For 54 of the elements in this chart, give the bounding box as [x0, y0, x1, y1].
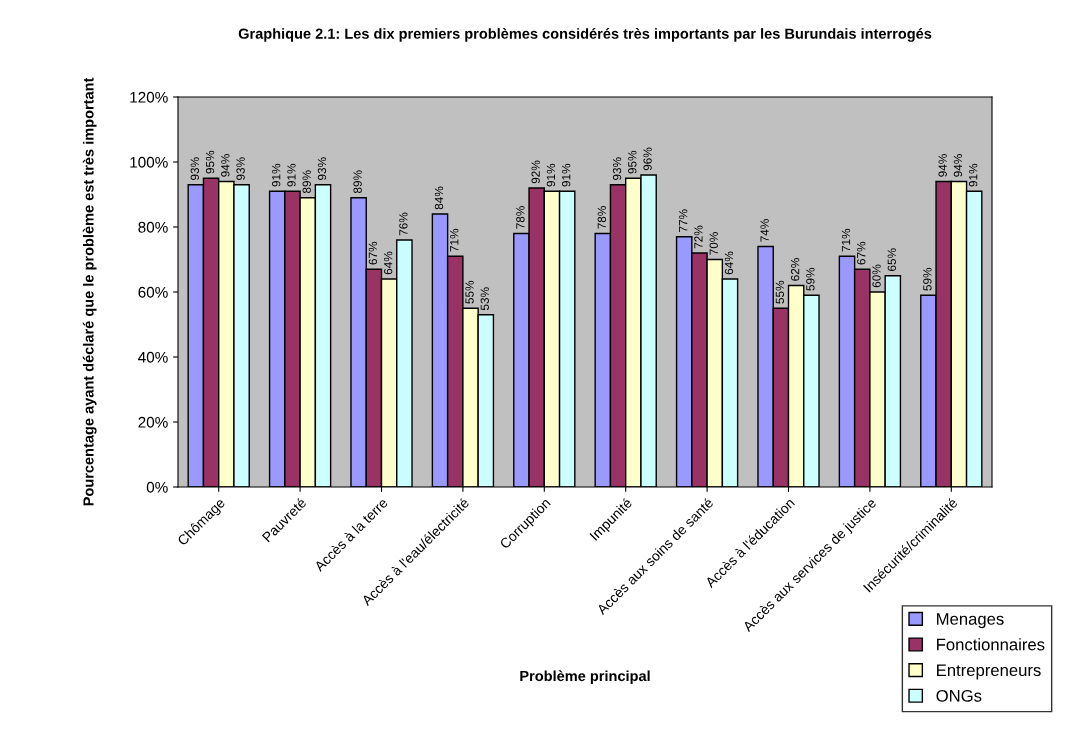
data-label: 78% — [516, 206, 525, 229]
data-label: 70% — [709, 232, 718, 255]
data-label: 93% — [236, 157, 245, 181]
data-label: 59% — [923, 267, 932, 291]
data-label: 93% — [190, 157, 199, 181]
data-label: 53% — [480, 287, 489, 311]
data-label: 84% — [434, 186, 444, 210]
data-label: 62% — [790, 258, 800, 281]
y-tick-label: 80% — [138, 221, 168, 233]
data-label: 92% — [531, 160, 540, 184]
data-label: 94% — [953, 154, 963, 177]
data-label: 77% — [679, 209, 688, 232]
y-tick-label: 40% — [138, 351, 168, 363]
legend-label: Entrepreneurs — [937, 664, 1041, 680]
data-label: 91% — [287, 163, 296, 187]
data-label: 91% — [272, 163, 281, 187]
data-label: 65% — [887, 248, 896, 271]
data-label: 74% — [760, 219, 769, 242]
y-tick-label: 60% — [138, 286, 168, 298]
y-tick-label: 100% — [130, 156, 168, 168]
data-label: 89% — [353, 170, 362, 194]
data-label: 60% — [872, 264, 881, 288]
data-label: 93% — [317, 157, 327, 181]
legend-label: Menages — [937, 613, 1004, 629]
legend-label: ONGs — [936, 689, 982, 702]
data-label: 76% — [399, 212, 408, 236]
data-label: 64% — [724, 251, 734, 275]
data-label: 91% — [546, 163, 556, 187]
data-label: 93% — [612, 157, 622, 181]
data-label: 55% — [775, 280, 785, 304]
y-tick-label: 0% — [146, 481, 168, 493]
x-axis-title: Problème principal — [520, 670, 650, 685]
data-label: 67% — [857, 241, 866, 265]
data-label: 55% — [465, 280, 474, 304]
data-label: 71% — [450, 228, 459, 252]
data-label: 96% — [643, 147, 652, 171]
chart-title: Graphique 2.1: Les dix premiers problèmes considérés très importants par les Burundais interrogés — [238, 28, 932, 42]
data-label: 64% — [383, 251, 393, 275]
data-label: 78% — [597, 206, 606, 229]
data-label: 71% — [841, 228, 851, 252]
data-label: 67% — [368, 241, 378, 265]
legend-label: Fonctionnaires — [937, 638, 1045, 651]
data-label: 72% — [694, 225, 703, 249]
data-label: 94% — [221, 154, 230, 177]
y-tick-label: 120% — [130, 91, 168, 103]
data-label: 89% — [302, 170, 311, 194]
data-label: 59% — [806, 267, 815, 291]
y-axis-title: Pourcentage ayant déclaré que le problème est très important — [82, 77, 97, 506]
data-label: 95% — [628, 150, 637, 174]
y-tick-label: 20% — [138, 416, 168, 428]
data-label: 91% — [562, 163, 571, 187]
data-label: 95% — [205, 150, 215, 174]
data-label: 94% — [938, 154, 947, 177]
data-label: 91% — [969, 163, 978, 187]
